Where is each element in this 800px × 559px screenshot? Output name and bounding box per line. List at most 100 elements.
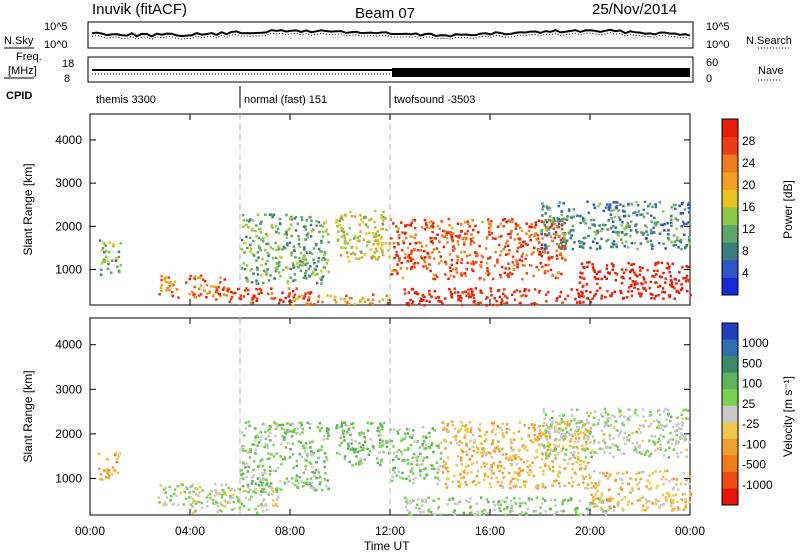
scatter-cell [313, 471, 316, 475]
scatter-cell [406, 255, 410, 259]
scatter-cell [254, 427, 257, 430]
scatter-cell [487, 220, 490, 224]
scatter-cell [264, 430, 267, 434]
scatter-cell [490, 421, 494, 425]
scatter-cell [570, 497, 573, 500]
scatter-cell [274, 469, 277, 473]
scatter-cell [338, 452, 341, 456]
scatter-cell [240, 473, 243, 477]
scatter-cell [525, 294, 528, 297]
scatter-cell [543, 417, 546, 420]
scatter-cell [284, 432, 288, 436]
scatter-cell [563, 467, 566, 470]
scatter-cell [644, 451, 648, 454]
scatter-cell [389, 428, 392, 432]
scatter-cell [366, 447, 369, 451]
scatter-cell [627, 286, 631, 289]
scatter-cell [380, 460, 383, 463]
scatter-cell [541, 485, 545, 488]
scatter-cell [490, 430, 494, 433]
scatter-cell [641, 233, 645, 236]
scatter-cell [256, 268, 259, 271]
scatter-cell [361, 443, 365, 447]
scatter-cell [646, 479, 649, 482]
scatter-cell [381, 222, 384, 226]
scatter-cell [275, 262, 278, 265]
scatter-cell [665, 499, 668, 503]
scatter-cell [586, 487, 589, 490]
scatter-cell [468, 253, 472, 257]
scatter-cell [424, 447, 428, 450]
scatter-cell [659, 427, 663, 430]
scatter-cell [499, 509, 502, 513]
scatter-cell [100, 268, 103, 271]
scatter-cell [297, 482, 300, 485]
scatter-region [403, 287, 592, 307]
scatter-cell [299, 421, 303, 424]
scatter-cell [218, 293, 221, 296]
scatter-cell [562, 232, 565, 236]
scatter-cell [289, 276, 293, 279]
scatter-cell [619, 429, 623, 433]
scatter-cell [318, 482, 321, 486]
scatter-cell [269, 246, 272, 249]
scatter-cell [310, 450, 313, 453]
scatter-cell [548, 468, 552, 471]
scatter-cell [427, 508, 431, 512]
scatter-cell [366, 225, 369, 229]
scatter-cell [373, 256, 376, 259]
scatter-cell [499, 426, 502, 430]
scatter-cell [434, 237, 437, 240]
scatter-cell [294, 278, 297, 282]
scatter-cell [344, 423, 347, 426]
scatter-cell [680, 427, 683, 431]
noise-right-tick-high: 10^5 [706, 21, 730, 33]
scatter-cell [685, 280, 688, 283]
scatter-cell [440, 452, 443, 455]
scatter-cell [630, 229, 633, 232]
scatter-cell [561, 500, 565, 504]
scatter-cell [666, 262, 669, 265]
scatter-cell [479, 291, 482, 294]
scatter-cell [569, 440, 572, 443]
scatter-cell [352, 422, 355, 425]
scatter-cell [475, 461, 479, 464]
scatter-cell [500, 481, 504, 484]
scatter-cell [596, 231, 600, 234]
scatter-cell [276, 425, 279, 428]
colorbar-label: Power [dB] [781, 180, 795, 239]
scatter-cell [256, 477, 260, 480]
scatter-cell [663, 291, 666, 294]
scatter-cell [520, 243, 523, 247]
scatter-cell [360, 251, 363, 254]
scatter-cell [639, 269, 642, 272]
scatter-cell [654, 502, 658, 506]
scatter-cell [549, 215, 552, 218]
scatter-cell [302, 471, 306, 474]
scatter-cell [539, 443, 542, 447]
scatter-cell [472, 261, 475, 265]
scatter-cell [359, 300, 362, 303]
scatter-cell [600, 501, 603, 504]
scatter-cell [518, 290, 522, 293]
scatter-cell [558, 201, 562, 204]
scatter-cell [503, 217, 506, 221]
scatter-cell [256, 273, 260, 276]
scatter-cell [112, 243, 115, 247]
scatter-cell [302, 261, 306, 265]
scatter-cell [591, 297, 594, 300]
scatter-cell [450, 263, 453, 267]
scatter-cell [277, 231, 281, 235]
scatter-cell [423, 258, 426, 262]
scatter-cell [366, 429, 370, 432]
scatter-cell [205, 496, 209, 499]
scatter-cell [445, 477, 449, 480]
scatter-cell [485, 451, 488, 455]
scatter-cell [355, 257, 358, 261]
scatter-cell [424, 476, 427, 479]
scatter-cell [550, 423, 553, 426]
scatter-cell [269, 274, 272, 277]
y-tick-label: 2000 [55, 427, 82, 441]
scatter-cell [342, 432, 345, 435]
scatter-cell [336, 424, 339, 427]
